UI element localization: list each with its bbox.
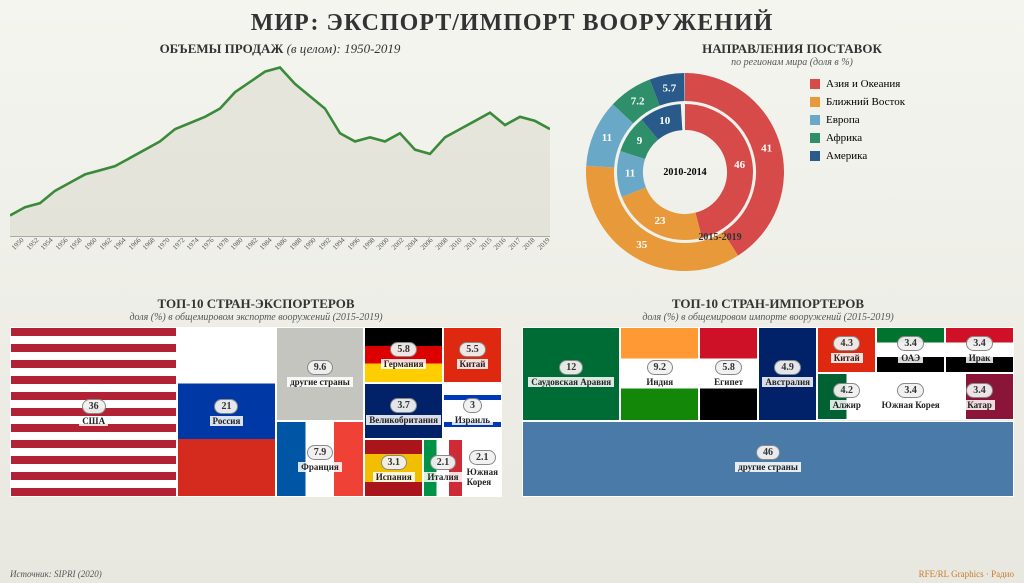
treemap-cell: 21Россия <box>177 327 275 497</box>
x-tick: 2018 <box>521 236 537 252</box>
x-tick: 1986 <box>273 236 289 252</box>
x-tick: 1962 <box>98 236 114 252</box>
x-tick: 2010 <box>448 236 464 252</box>
importers-subtitle: доля (%) в общемировом импорте вооружени… <box>522 312 1014 323</box>
x-tick: 1994 <box>331 236 347 252</box>
x-tick: 1996 <box>346 236 362 252</box>
donut-chart: 41 35 11 7.2 5.7 46 23 11 9 10 2010-2014 2015-2019 <box>570 72 800 272</box>
svg-text:7.2: 7.2 <box>631 95 645 107</box>
x-tick: 1980 <box>229 236 245 252</box>
treemap-cell: 46другие страны <box>522 421 1014 498</box>
x-tick: 1972 <box>171 236 187 252</box>
treemap-cell: 36США <box>10 327 177 497</box>
svg-text:5.7: 5.7 <box>662 82 676 94</box>
x-tick: 2015 <box>478 236 494 252</box>
top-row: ОБЪЕМЫ ПРОДАЖ (в целом): 1950-2019 19501… <box>0 41 1024 272</box>
x-tick: 1988 <box>288 236 304 252</box>
treemap-cell: 5.8Германия <box>364 327 443 383</box>
x-tick: 1958 <box>68 236 84 252</box>
treemap-cell: 4.3Китай <box>817 327 876 373</box>
treemap-cell: 3.4Катар <box>945 373 1014 421</box>
line-chart: 1950195219541956195819601962196419661968… <box>10 57 550 237</box>
importers-treemap: 12Саудовская Аравия9.2Индия5.8Египет4.9А… <box>522 327 1014 497</box>
donut-title: НАПРАВЛЕНИЯ ПОСТАВОК <box>570 41 1014 57</box>
x-tick: 2008 <box>434 236 450 252</box>
x-tick: 1970 <box>156 236 172 252</box>
svg-text:9: 9 <box>637 135 643 147</box>
treemap-cell: 3.4Ирак <box>945 327 1014 373</box>
x-tick: 1982 <box>244 236 260 252</box>
treemap-cell: 12Саудовская Аравия <box>522 327 620 421</box>
svg-text:10: 10 <box>659 115 671 127</box>
footer-credit: RFE/RL Graphics · Радио <box>919 569 1014 579</box>
treemap-cell: 2.1Италия <box>423 439 462 497</box>
sales-volume-panel: ОБЪЕМЫ ПРОДАЖ (в целом): 1950-2019 19501… <box>0 41 560 272</box>
treemap-cell: 3.4ОАЭ <box>876 327 945 373</box>
x-tick: 1954 <box>39 236 55 252</box>
treemap-cell: 3.4Южная Корея <box>876 373 945 421</box>
x-tick: 1968 <box>141 236 157 252</box>
svg-text:11: 11 <box>625 168 635 180</box>
x-tick: 2017 <box>507 236 523 252</box>
x-tick: 1984 <box>258 236 274 252</box>
x-tick: 2004 <box>404 236 420 252</box>
x-tick: 1998 <box>361 236 377 252</box>
legend-item: Ближний Восток <box>810 96 1014 108</box>
exporters-panel: ТОП-10 СТРАН-ЭКСПОРТЕРОВ доля (%) в обще… <box>0 296 512 497</box>
x-tick: 2013 <box>463 236 479 252</box>
exporters-treemap: 36США21Россия9.6другие страны7.9Франция 5… <box>10 327 502 497</box>
legend-item: Азия и Океания <box>810 78 1014 90</box>
x-tick: 2000 <box>375 236 391 252</box>
x-tick: 1990 <box>302 236 318 252</box>
svg-text:11: 11 <box>602 132 612 144</box>
legend-item: Америка <box>810 150 1014 162</box>
line-chart-title: ОБЪЕМЫ ПРОДАЖ (в целом): 1950-2019 <box>10 41 550 57</box>
svg-text:2015-2019: 2015-2019 <box>698 232 741 243</box>
treemap-cell: 7.9Франция <box>276 421 365 498</box>
donut-subtitle: по регионам мира (доля в %) <box>570 57 1014 68</box>
main-title: МИР: ЭКСПОРТ/ИМПОРТ ВООРУЖЕНИЙ <box>0 0 1024 41</box>
treemap-cell: 9.6другие страны <box>276 327 365 421</box>
svg-text:23: 23 <box>655 215 667 227</box>
x-tick: 2019 <box>536 236 552 252</box>
x-tick: 1974 <box>185 236 201 252</box>
x-tick: 1950 <box>10 236 26 252</box>
donut-legend: Азия и Океания Ближний Восток Европа Африка… <box>800 72 1014 272</box>
x-tick: 2016 <box>492 236 508 252</box>
svg-text:46: 46 <box>734 159 746 171</box>
x-tick: 2006 <box>419 236 435 252</box>
treemap-cell: 4.9Австралия <box>758 327 817 421</box>
destinations-panel: НАПРАВЛЕНИЯ ПОСТАВОК по регионам мира (д… <box>560 41 1024 272</box>
x-tick: 1960 <box>83 236 99 252</box>
x-tick: 1952 <box>25 236 41 252</box>
footer-source: Источник: SIPRI (2020) <box>10 569 102 579</box>
svg-text:2010-2014: 2010-2014 <box>663 167 706 178</box>
treemap-cell: 3.7Великобритания <box>364 383 443 439</box>
x-tick: 1992 <box>317 236 333 252</box>
treemap-cell: 5.5Китай <box>443 327 502 383</box>
importers-panel: ТОП-10 СТРАН-ИМПОРТЕРОВ доля (%) в общем… <box>512 296 1024 497</box>
treemap-cell: 4.2Алжир <box>817 373 876 421</box>
svg-text:35: 35 <box>636 239 648 251</box>
treemap-cell: 5.8Египет <box>699 327 758 421</box>
svg-text:41: 41 <box>761 142 772 154</box>
legend-item: Европа <box>810 114 1014 126</box>
x-tick: 1964 <box>112 236 128 252</box>
exporters-title: ТОП-10 СТРАН-ЭКСПОРТЕРОВ <box>10 296 502 312</box>
treemap-cell: 3.1Испания <box>364 439 423 497</box>
x-tick: 1966 <box>127 236 143 252</box>
treemap-cell: 2.1Южная Корея <box>463 439 502 497</box>
treemap-cell: 9.2Индия <box>620 327 699 421</box>
bottom-row: ТОП-10 СТРАН-ЭКСПОРТЕРОВ доля (%) в обще… <box>0 296 1024 497</box>
x-tick: 1978 <box>215 236 231 252</box>
importers-title: ТОП-10 СТРАН-ИМПОРТЕРОВ <box>522 296 1014 312</box>
exporters-subtitle: доля (%) в общемировом экспорте вооружен… <box>10 312 502 323</box>
x-tick: 1956 <box>54 236 70 252</box>
x-tick: 1976 <box>200 236 216 252</box>
treemap-cell: 3Израиль <box>443 383 502 439</box>
x-tick: 2002 <box>390 236 406 252</box>
legend-item: Африка <box>810 132 1014 144</box>
